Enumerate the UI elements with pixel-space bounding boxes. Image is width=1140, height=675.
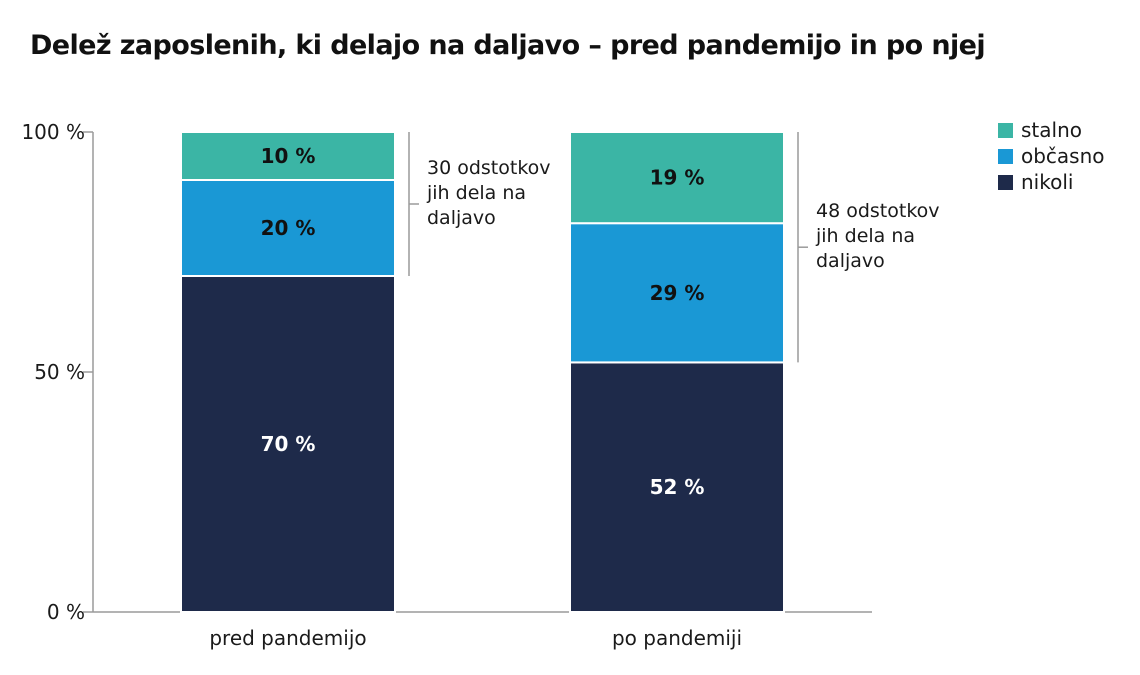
legend-swatch-obcasno <box>998 148 1013 164</box>
data-label-nikoli-po-pandemiji: 52 % <box>650 475 705 499</box>
legend-label-nikoli: nikoli <box>1021 170 1074 194</box>
annotation-text: jih dela na <box>426 182 526 204</box>
bar-segment-nikoli-pred-pandemijo <box>180 275 396 613</box>
bar-segment-obcasno-pred-pandemijo <box>180 179 396 277</box>
legend-swatch-stalno <box>998 122 1013 138</box>
legend-item-nikoli: nikoli <box>998 169 1105 195</box>
chart-title: Delež zaposlenih, ki delajo na daljavo –… <box>30 30 986 61</box>
data-label-nikoli-pred-pandemijo: 70 % <box>261 432 316 456</box>
data-label-obcasno-po-pandemiji: 29 % <box>650 281 705 305</box>
data-label-stalno-pred-pandemijo: 10 % <box>261 144 316 168</box>
y-tick-label: 50 % <box>34 360 85 384</box>
legend-swatch-nikoli <box>998 174 1013 190</box>
annotation-text: daljavo <box>427 207 496 229</box>
bar-segment-stalno-pred-pandemijo <box>180 131 396 181</box>
bar-segment-stalno-po-pandemiji <box>569 131 785 225</box>
legend-item-stalno: stalno <box>998 117 1105 143</box>
y-tick-label: 0 % <box>47 600 85 624</box>
y-tick-label: 100 % <box>21 120 85 144</box>
legend-item-obcasno: občasno <box>998 143 1105 169</box>
bar-segment-obcasno-po-pandemiji <box>569 222 785 364</box>
legend-label-obcasno: občasno <box>1021 144 1105 168</box>
annotation-text: 48 odstotkov <box>816 200 940 222</box>
x-tick-label: po pandemiji <box>612 626 742 650</box>
data-label-stalno-po-pandemiji: 19 % <box>650 166 705 190</box>
x-tick-label: pred pandemijo <box>209 626 366 650</box>
data-label-obcasno-pred-pandemijo: 20 % <box>261 216 316 240</box>
annotation-text: 30 odstotkov <box>427 157 551 179</box>
legend-label-stalno: stalno <box>1021 118 1082 142</box>
bar-segment-nikoli-po-pandemiji <box>569 361 785 613</box>
annotation-text: jih dela na <box>815 225 915 247</box>
annotation-text: daljavo <box>816 250 885 272</box>
legend: stalno občasno nikoli <box>998 117 1105 195</box>
